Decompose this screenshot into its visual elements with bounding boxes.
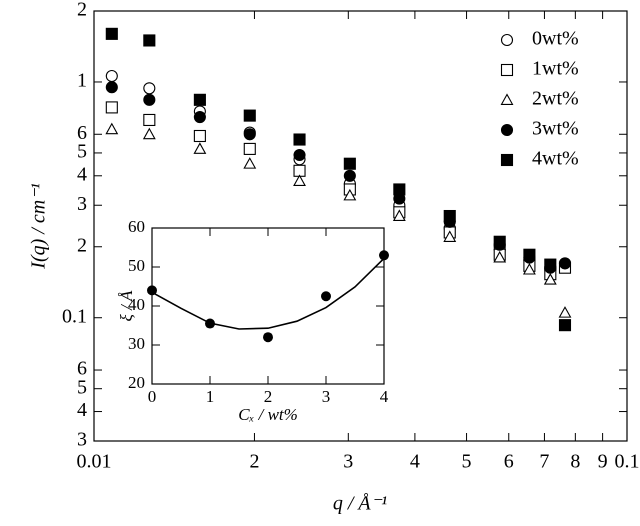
y-tick-label: 4: [77, 399, 87, 421]
marker: [243, 142, 256, 155]
y-tick-label: 5: [77, 376, 87, 398]
marker: [142, 127, 156, 140]
marker: [243, 109, 256, 122]
x-tick-label: 0: [148, 387, 157, 406]
x-tick-label: 2: [264, 387, 273, 406]
y-tick-label: 6: [77, 358, 87, 380]
inset-y-label: ξ / Å: [117, 290, 136, 322]
legend-marker: [500, 93, 514, 105]
marker: [105, 69, 118, 83]
legend-marker: [500, 63, 514, 77]
marker: [243, 157, 257, 169]
x-tick-label: 6: [504, 451, 514, 473]
marker: [493, 235, 506, 248]
marker: [558, 257, 572, 270]
marker: [143, 93, 156, 106]
marker: [544, 258, 557, 271]
marker: [105, 27, 118, 40]
y-tick-label: 2: [77, 234, 87, 256]
y-tick-label: 1: [77, 70, 87, 92]
marker: [143, 82, 156, 95]
legend-label: 0wt%: [532, 28, 579, 50]
x-tick-label: 5: [462, 451, 472, 473]
y-tick-label: 5: [77, 141, 87, 163]
marker: [143, 113, 156, 127]
inset-x-label: Cₓ / wt%: [238, 405, 298, 424]
marker: [105, 101, 118, 114]
x-tick-label: 1: [206, 387, 215, 406]
y-axis-label: I(q) / cm⁻¹: [28, 183, 50, 269]
x-tick-label: 3: [322, 387, 331, 406]
x-tick-label: 0.01: [77, 451, 112, 473]
marker: [443, 230, 457, 242]
marker: [293, 174, 306, 186]
y-tick-label: 3: [77, 193, 87, 215]
y-tick-label: 40: [128, 295, 145, 314]
marker: [243, 128, 256, 141]
x-tick-label: 7: [539, 451, 549, 473]
point: [205, 318, 215, 329]
point: [379, 250, 389, 261]
marker: [105, 81, 118, 94]
marker: [143, 34, 156, 47]
marker: [393, 183, 406, 196]
fit-curve: [151, 257, 385, 330]
x-tick-label: 2: [249, 451, 259, 473]
y-tick-label: 60: [128, 217, 145, 236]
y-tick-label: 2: [77, 0, 87, 21]
marker: [443, 209, 456, 223]
marker: [193, 142, 207, 154]
marker: [543, 273, 557, 285]
marker: [392, 209, 406, 221]
legend-label: 1wt%: [532, 58, 579, 80]
legend-marker: [500, 33, 514, 47]
marker: [558, 306, 572, 318]
x-tick-label: 0.1: [615, 451, 640, 473]
point: [147, 285, 157, 296]
y-tick-label: 3: [77, 429, 87, 451]
marker: [293, 148, 306, 162]
marker: [343, 169, 356, 182]
x-tick-label: 3: [343, 451, 353, 473]
x-tick-label: 9: [598, 451, 608, 473]
marker: [343, 188, 357, 201]
point: [321, 291, 331, 302]
x-axis-label: q / Å⁻¹: [333, 493, 387, 515]
point: [263, 332, 273, 343]
legend-label: 4wt%: [532, 148, 579, 170]
legend-marker: [500, 153, 514, 167]
legend-label: 2wt%: [532, 88, 579, 110]
x-tick-label: 8: [570, 451, 580, 473]
marker: [293, 133, 306, 146]
marker: [343, 157, 356, 170]
x-tick-label: 4: [410, 451, 420, 473]
plot-frame: [93, 10, 628, 442]
marker: [523, 248, 536, 261]
marker: [558, 319, 572, 332]
y-tick-label: 20: [128, 373, 145, 392]
y-tick-label: 0.1: [62, 305, 87, 327]
marker: [105, 122, 119, 135]
marker: [522, 262, 536, 275]
legend-label: 3wt%: [532, 118, 579, 140]
y-tick-label: 6: [77, 122, 87, 144]
y-tick-label: 50: [128, 256, 145, 275]
legend-marker: [500, 123, 514, 137]
marker: [493, 250, 507, 263]
y-tick-label: 30: [128, 334, 145, 353]
marker: [193, 110, 206, 124]
inset: ξ / Å Cₓ / wt% 0 1 2 3 4 20 30 40 50 60: [117, 217, 389, 424]
marker: [193, 93, 206, 106]
y-tick-label: 4: [77, 163, 87, 185]
marker: [193, 129, 206, 143]
x-tick-label: 4: [380, 387, 389, 406]
inset-frame: [151, 227, 385, 385]
